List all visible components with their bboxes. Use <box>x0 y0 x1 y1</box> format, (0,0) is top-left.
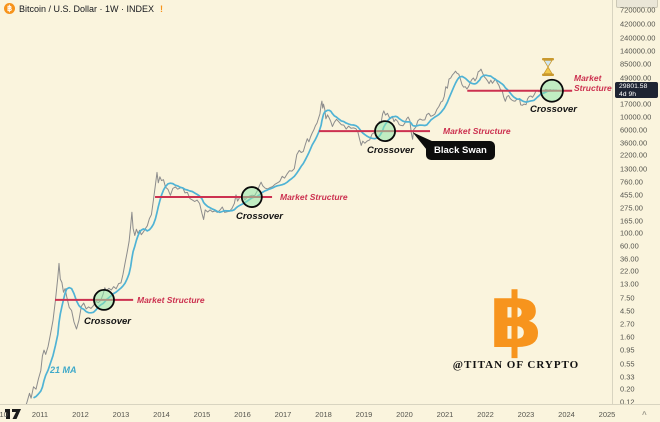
year-label: 2011 <box>31 410 49 419</box>
price-tick: 36.00 <box>620 254 639 264</box>
year-label: 2012 <box>72 410 89 419</box>
year-label: 2017 <box>274 410 292 419</box>
black-swan-callout[interactable]: Black Swan <box>426 141 495 160</box>
year-label: 2019 <box>355 410 373 419</box>
price-tick: 0.55 <box>620 359 635 369</box>
year-label: 2013 <box>112 410 130 419</box>
price-tick: 240000.00 <box>620 33 656 43</box>
crossover-circle-2[interactable] <box>240 186 263 208</box>
price-tick: 720000.00 <box>620 5 656 15</box>
price-tick: 1300.00 <box>620 164 648 174</box>
year-label: 2018 <box>315 410 332 419</box>
price-tick: 22.00 <box>620 266 639 276</box>
crossover-label-1[interactable]: Crossover <box>84 316 131 327</box>
year-label: 2024 <box>558 410 575 419</box>
time-scale[interactable]: ^ 2010 2011 2012 2013 2014 2015 2016 2017 2018 20… <box>0 404 660 422</box>
price-tick: 49000.00 <box>620 73 652 82</box>
price-tick: 17000.00 <box>620 99 652 109</box>
price-scale[interactable]: 29801.58 4d 9h 720000.00 420000.00 240000.… <box>612 0 660 407</box>
year-label: 2016 <box>234 410 251 419</box>
price-chart-canvas[interactable] <box>0 0 612 404</box>
year-label: 2010 <box>0 410 8 419</box>
hourglass-icon[interactable] <box>541 58 555 76</box>
price-tick: 6000.00 <box>620 125 648 135</box>
year-label: 2020 <box>396 410 413 419</box>
bar-countdown: 4d 9h <box>619 90 637 98</box>
price-line[interactable] <box>25 68 557 404</box>
price-tick: 13.00 <box>620 279 639 289</box>
watermark-handle: @TITAN OF CRYPTO <box>452 359 580 371</box>
price-tick: 455.00 <box>620 190 643 200</box>
price-tick: 275.00 <box>620 203 643 213</box>
price-tick: 60.00 <box>620 241 639 251</box>
year-label: 2021 <box>436 410 454 419</box>
price-tick: 420000.00 <box>620 19 656 29</box>
price-tick: 7.50 <box>620 293 635 303</box>
price-tick: 1.60 <box>620 332 635 342</box>
current-price-badge[interactable]: 29801.58 4d 9h <box>615 82 658 98</box>
year-label: 2014 <box>153 410 170 419</box>
price-tick: 2.70 <box>620 319 635 329</box>
clipped-price-label <box>616 0 658 8</box>
year-label: 2015 <box>193 410 211 419</box>
year-label: 2023 <box>517 410 535 419</box>
price-tick: 0.33 <box>620 372 635 382</box>
notice-icon[interactable]: ! <box>160 3 164 14</box>
price-tick: 100.00 <box>620 228 643 238</box>
ma-line-label[interactable]: 21 MA <box>50 365 77 375</box>
price-tick: 0.12 <box>620 397 635 407</box>
current-price-value: 29801.58 <box>619 83 648 90</box>
symbol-header[interactable]: ฿ Bitcoin / U.S. Dollar · 1W · INDEX ! <box>4 3 163 14</box>
bitcoin-icon: ฿ <box>4 3 15 14</box>
market-structure-label-3[interactable]: Market Structure <box>443 126 511 136</box>
price-tick: 165.00 <box>620 216 643 226</box>
year-label: 2022 <box>477 410 494 419</box>
price-tick: 0.95 <box>620 345 635 355</box>
price-tick: 3600.00 <box>620 138 648 148</box>
scale-settings-caret-icon[interactable]: ^ <box>642 410 647 419</box>
price-tick: 85000.00 <box>620 59 652 69</box>
market-structure-label-2[interactable]: Market Structure <box>280 192 348 202</box>
crossover-label-2[interactable]: Crossover <box>236 211 283 222</box>
market-structure-label-4[interactable]: Market Structure <box>574 73 612 93</box>
crossover-circle-3[interactable] <box>374 120 396 143</box>
price-tick: 760.00 <box>620 177 643 187</box>
market-structure-label-1[interactable]: Market Structure <box>137 295 205 305</box>
price-tick: 140000.00 <box>620 46 656 56</box>
tradingview-logo-icon[interactable] <box>4 407 22 420</box>
symbol-title[interactable]: Bitcoin / U.S. Dollar · 1W · INDEX <box>19 3 155 14</box>
price-tick: 2200.00 <box>620 150 648 160</box>
crossover-circle-1[interactable] <box>93 289 115 311</box>
bitcoin-watermark-icon: ฿ <box>489 276 543 365</box>
price-tick: 0.20 <box>620 384 635 394</box>
ma-line[interactable] <box>33 74 557 399</box>
year-label: 2025 <box>598 410 616 419</box>
watermark: ฿ @TITAN OF CRYPTO <box>450 276 582 372</box>
price-tick: 10000.00 <box>620 112 652 122</box>
price-tick: 4.50 <box>620 306 635 316</box>
crossover-label-4[interactable]: Crossover <box>530 104 577 115</box>
crossover-circle-4[interactable] <box>540 78 564 103</box>
crossover-label-3[interactable]: Crossover <box>367 145 414 156</box>
